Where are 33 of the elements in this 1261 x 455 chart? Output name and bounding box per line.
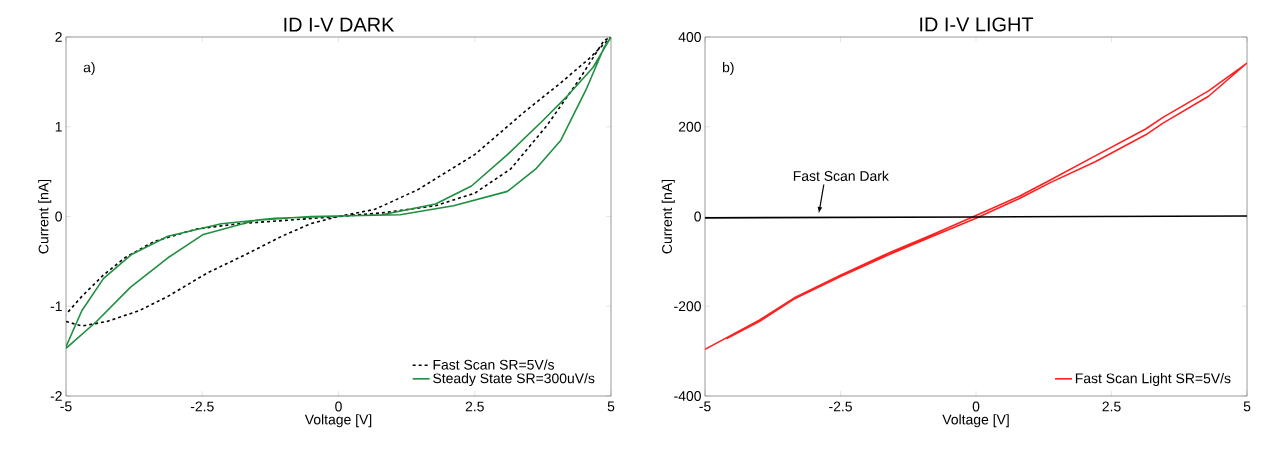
legend-label: Fast Scan Light SR=5V/s bbox=[1075, 373, 1231, 387]
x-tick-label: 0 bbox=[335, 401, 342, 412]
y-tick-label: -400 bbox=[674, 391, 701, 401]
x-tick-label: 5 bbox=[1243, 401, 1251, 412]
y-tick-label: 2 bbox=[55, 32, 62, 42]
y-tick-label: 0 bbox=[55, 211, 62, 222]
y-tick-label: -200 bbox=[674, 301, 701, 312]
y-axis-title: Current [nA] bbox=[661, 179, 675, 254]
annotation: b) bbox=[722, 62, 734, 76]
chart-title: ID I-V LIGHT bbox=[920, 17, 1034, 32]
y-tick-label: 1 bbox=[55, 121, 62, 132]
line-series bbox=[705, 62, 1248, 351]
y-tick-label: 400 bbox=[678, 32, 701, 42]
x-tick-label: 2.5 bbox=[1102, 401, 1121, 412]
x-tick-label: 5 bbox=[607, 401, 615, 412]
legend-label: Steady State SR=300uV/s bbox=[433, 373, 595, 387]
y-tick-label: 200 bbox=[678, 121, 701, 132]
y-tick-label: -2 bbox=[50, 391, 62, 401]
chart-title: ID I-V DARK bbox=[284, 17, 395, 32]
x-axis-title: Voltage [V] bbox=[942, 414, 1009, 428]
x-tick-label: 0 bbox=[972, 401, 980, 412]
annotation: a) bbox=[83, 62, 95, 76]
legend-label: Fast Scan SR=5V/s bbox=[433, 359, 555, 370]
annotation: Fast Scan Dark bbox=[793, 170, 889, 181]
x-tick-label: -5 bbox=[699, 401, 711, 412]
x-tick-label: -2.5 bbox=[829, 401, 852, 412]
y-axis-title: Current [nA] bbox=[38, 179, 52, 254]
x-tick-label: 2.5 bbox=[465, 401, 484, 412]
x-tick-label: -5 bbox=[60, 401, 72, 412]
y-tick-label: -1 bbox=[50, 301, 62, 312]
x-tick-label: -2.5 bbox=[190, 401, 214, 412]
x-axis-title: Voltage [V] bbox=[304, 414, 372, 428]
y-tick-label: 0 bbox=[694, 211, 701, 222]
